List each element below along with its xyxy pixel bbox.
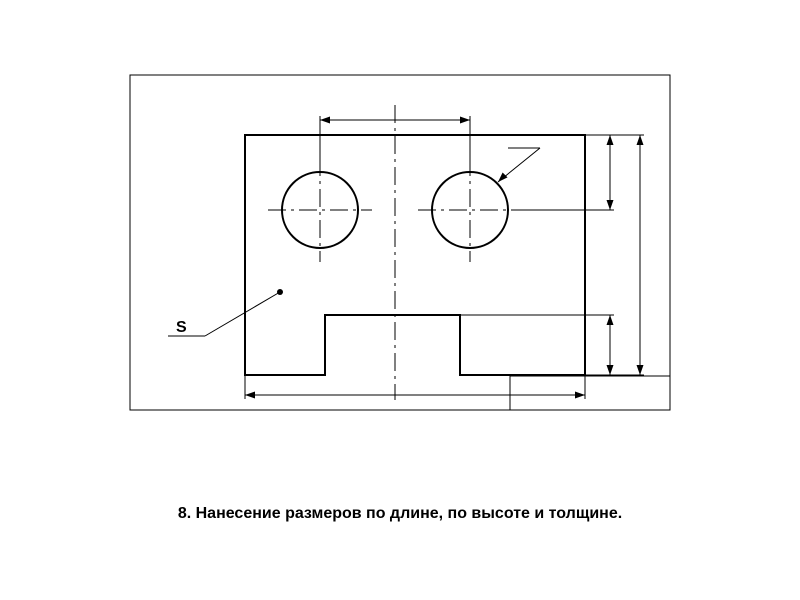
- thickness-label: S: [176, 319, 187, 336]
- figure-caption: 8. Нанесение размеров по длине, по высот…: [0, 505, 800, 523]
- page: S 8. Нанесение размеров по длине, по выс…: [0, 0, 800, 600]
